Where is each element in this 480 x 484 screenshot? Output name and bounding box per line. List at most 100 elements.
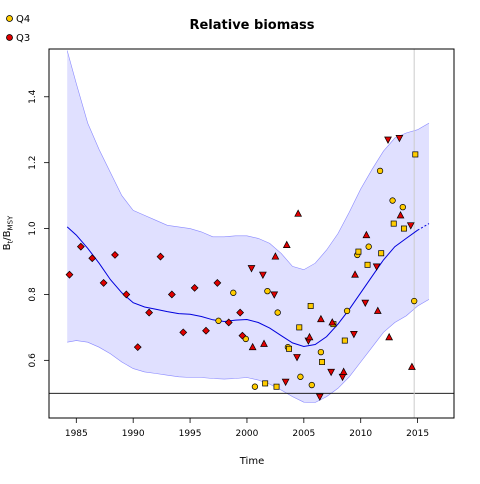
data-point-q3-triangle-down xyxy=(361,299,370,308)
chart-title: Relative biomass xyxy=(189,18,314,33)
band-upper-edge xyxy=(66,50,430,271)
y-tick-label: 1.2 xyxy=(28,156,38,170)
y-axis-label-slash-b: /B xyxy=(2,230,13,240)
data-point-q3-triangle-up xyxy=(317,314,325,323)
data-point-q4-circle xyxy=(376,167,384,175)
y-axis-label: Bt/BMSY xyxy=(2,215,15,250)
band-lower-edge xyxy=(67,299,430,403)
x-tick-label: 1990 xyxy=(122,429,145,439)
data-point-q3-triangle-down xyxy=(247,265,256,273)
data-point-q3-diamond xyxy=(133,343,142,352)
data-point-q3-diamond xyxy=(224,318,233,327)
data-point-q3-diamond xyxy=(76,242,85,251)
data-point-q4-square xyxy=(296,324,303,331)
plot-area xyxy=(49,49,454,418)
data-point-q3-triangle-up xyxy=(396,211,405,219)
data-point-q4-square xyxy=(355,248,362,255)
data-point-q4-square xyxy=(273,383,280,390)
data-point-q3-triangle-down xyxy=(270,291,279,299)
y-tick-label: 0.8 xyxy=(28,287,38,302)
data-point-q3-triangle-down xyxy=(350,331,358,339)
y-tick-label: 1.0 xyxy=(28,221,38,236)
data-point-q3-diamond xyxy=(202,326,210,335)
data-point-q3-triangle-down xyxy=(372,263,381,271)
y-axis-label-b: B xyxy=(2,243,13,250)
data-point-q3-triangle-down xyxy=(293,354,301,362)
data-point-q3-triangle-down xyxy=(406,222,415,230)
x-tick-label: 2010 xyxy=(349,429,372,439)
data-point-q4-circle xyxy=(308,381,315,389)
data-point-q3-triangle-up xyxy=(339,367,348,375)
y-axis-label-sub-t: t xyxy=(7,240,15,243)
data-point-q4-circle xyxy=(365,243,372,250)
data-point-q3-diamond xyxy=(190,283,199,292)
data-point-q3-diamond xyxy=(99,279,108,287)
data-point-q3-triangle-up xyxy=(305,332,314,341)
data-point-q3-triangle-up xyxy=(351,270,359,278)
y-tick-label: 0.6 xyxy=(28,353,38,368)
data-point-q3-diamond xyxy=(156,252,165,261)
data-point-q3-triangle-up xyxy=(271,252,280,260)
x-tick-label: 2005 xyxy=(292,429,315,439)
legend-marker-q4 xyxy=(6,15,13,22)
data-point-q4-circle xyxy=(242,335,249,343)
data-point-q3-triangle-up xyxy=(282,240,291,248)
data-point-q3-triangle-up xyxy=(362,230,371,239)
data-point-q3-triangle-down xyxy=(315,393,324,401)
data-point-q3-diamond xyxy=(238,331,247,340)
data-point-q4-circle xyxy=(264,288,271,295)
data-point-q4-circle xyxy=(251,383,259,390)
data-point-q3-triangle-down xyxy=(258,271,267,280)
data-point-q4-circle xyxy=(230,289,237,296)
data-point-q3-triangle-up xyxy=(408,362,416,370)
legend: Q4 Q3 xyxy=(6,14,30,44)
data-point-q3-triangle-up xyxy=(260,339,268,347)
data-point-q4-square xyxy=(364,261,371,268)
x-tick-label: 2000 xyxy=(235,429,258,439)
data-point-q4-square xyxy=(319,359,325,365)
data-point-q4-circle xyxy=(389,197,396,204)
x-tick-label: 1985 xyxy=(65,429,88,439)
y-tick-label: 1.4 xyxy=(28,89,38,104)
data-point-q3-diamond xyxy=(88,254,97,263)
data-point-q4-square xyxy=(412,151,419,158)
data-point-q4-square xyxy=(262,380,269,387)
confidence-band xyxy=(67,50,429,403)
data-point-q4-circle xyxy=(399,203,406,211)
data-point-q4-square xyxy=(307,303,314,309)
data-point-q4-square xyxy=(400,225,407,232)
data-point-q3-triangle-up xyxy=(294,209,303,217)
data-point-q3-diamond xyxy=(179,328,188,337)
data-point-q4-circle xyxy=(215,317,222,324)
data-point-q3-triangle-down xyxy=(384,136,392,144)
data-point-q3-diamond xyxy=(111,251,119,259)
data-point-q3-diamond xyxy=(122,290,131,299)
data-point-q4-circle xyxy=(297,373,304,380)
legend-label-q3: Q3 xyxy=(16,33,30,44)
x-axis-label: Time xyxy=(239,456,264,467)
data-point-q3-diamond xyxy=(65,270,74,279)
data-point-q4-square xyxy=(378,250,385,257)
series-q4 xyxy=(215,151,419,390)
data-point-q3-triangle-up xyxy=(248,342,257,351)
data-point-q3-triangle-up xyxy=(373,306,382,314)
data-point-q3-triangle-up xyxy=(385,332,394,341)
x-tick-label: 2015 xyxy=(406,429,429,439)
data-point-q3-triangle-down xyxy=(327,368,336,377)
data-point-q4-circle xyxy=(411,297,418,305)
data-point-q3-triangle-up xyxy=(328,318,337,326)
legend-label-q4: Q4 xyxy=(16,14,30,25)
data-point-q4-square xyxy=(341,337,348,344)
legend-marker-q3 xyxy=(6,34,13,41)
y-axis-label-sub-msy: MSY xyxy=(7,215,15,230)
data-point-q4-circle xyxy=(317,348,325,356)
data-point-q4-square xyxy=(286,345,292,352)
series-q3 xyxy=(65,135,416,401)
data-point-q3-triangle-down xyxy=(395,135,404,143)
axes: 1985 1990 1995 2000 2005 2010 2015 0.6 0.8 1.0 1.2… xyxy=(28,89,429,439)
data-point-q3-diamond xyxy=(145,308,154,317)
plot-frame xyxy=(48,48,455,419)
data-point-q4-circle xyxy=(274,309,281,316)
